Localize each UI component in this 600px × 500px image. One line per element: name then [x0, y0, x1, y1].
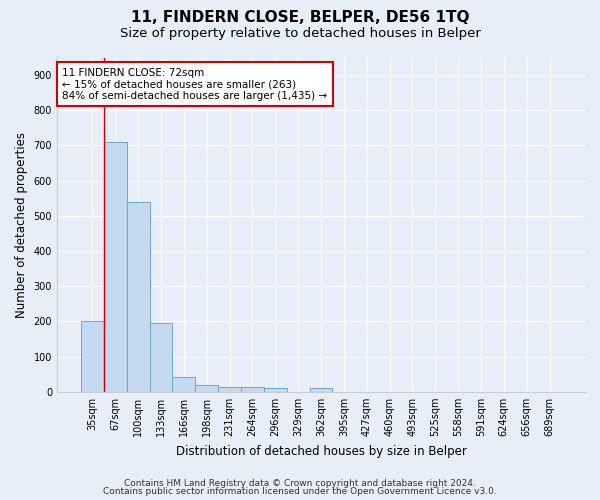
Bar	[264, 388, 287, 392]
Text: Contains public sector information licensed under the Open Government Licence v3: Contains public sector information licen…	[103, 487, 497, 496]
Bar	[310, 388, 332, 392]
Bar	[81, 322, 104, 392]
Bar	[127, 202, 149, 392]
Bar	[195, 385, 218, 392]
Text: 11, FINDERN CLOSE, BELPER, DE56 1TQ: 11, FINDERN CLOSE, BELPER, DE56 1TQ	[131, 10, 469, 25]
X-axis label: Distribution of detached houses by size in Belper: Distribution of detached houses by size …	[176, 444, 466, 458]
Bar	[104, 142, 127, 392]
Text: Contains HM Land Registry data © Crown copyright and database right 2024.: Contains HM Land Registry data © Crown c…	[124, 478, 476, 488]
Bar	[149, 323, 172, 392]
Text: 11 FINDERN CLOSE: 72sqm
← 15% of detached houses are smaller (263)
84% of semi-d: 11 FINDERN CLOSE: 72sqm ← 15% of detache…	[62, 68, 328, 100]
Bar	[241, 387, 264, 392]
Bar	[172, 377, 195, 392]
Bar	[218, 386, 241, 392]
Y-axis label: Number of detached properties: Number of detached properties	[15, 132, 28, 318]
Text: Size of property relative to detached houses in Belper: Size of property relative to detached ho…	[119, 28, 481, 40]
